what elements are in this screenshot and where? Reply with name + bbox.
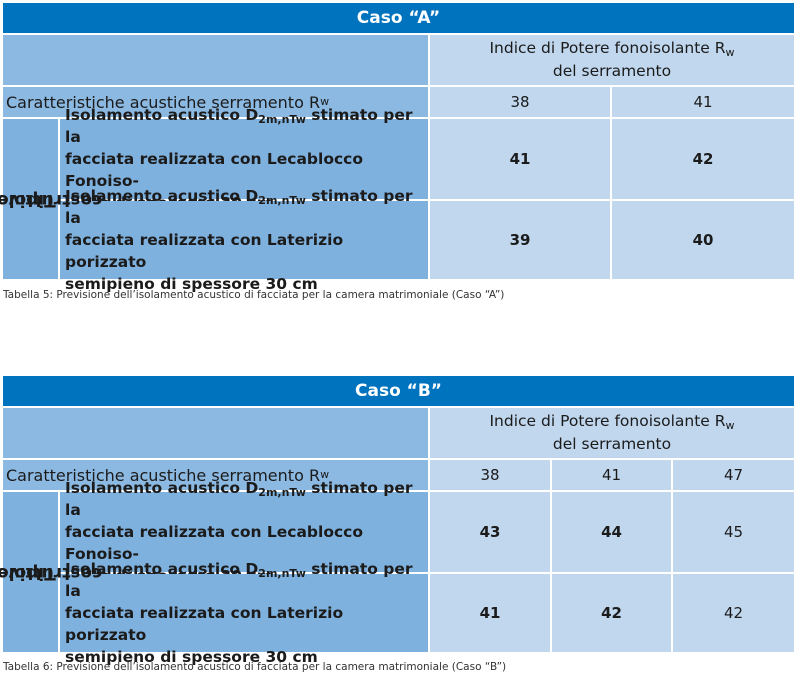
characteristics-text: Caratteristiche acustiche serramento R — [6, 465, 321, 485]
indice-label: Indice di Potere fonoisolante R — [489, 39, 726, 57]
desc-text: facciata realizzata con Laterizio porizz… — [65, 231, 344, 271]
desc-text: Isolamento acustico D — [65, 560, 259, 578]
empty-header-cell — [3, 35, 430, 87]
rw-value: 41 — [612, 87, 794, 119]
row-description: Isolamento acustico D2m,nTw stimato per … — [60, 187, 430, 293]
table-caso-a: Caso “A” Indice di Potere fonoisolante R… — [0, 3, 794, 293]
characteristics-text: Caratteristiche acustiche serramento R — [6, 92, 321, 112]
indice-label-line2: del serramento — [552, 62, 672, 80]
desc-subscript: 2m,nTw — [258, 194, 306, 207]
indice-subscript: w — [725, 46, 735, 59]
desc-text: semipieno di spessore 30 cm — [65, 275, 318, 293]
table-title: Caso “B” — [3, 376, 794, 408]
result-value: 42 — [552, 574, 673, 654]
table-caption: Tabella 5: Previsione dell’isolamento ac… — [3, 289, 505, 301]
desc-text: facciata realizzata con Laterizio porizz… — [65, 604, 344, 644]
row-description: Isolamento acustico D2m,nTw stimato per … — [60, 560, 430, 666]
result-value: 43 — [430, 492, 552, 574]
desc-subscript: 2m,nTw — [258, 486, 306, 499]
empty-header-cell — [3, 408, 430, 460]
desc-text: Isolamento acustico D — [65, 479, 259, 497]
indice-label: Indice di Potere fonoisolante R — [489, 412, 726, 430]
result-value: 41 — [430, 119, 612, 201]
result-value: 41 — [430, 574, 552, 654]
rw-value: 47 — [673, 460, 794, 492]
desc-text: stimato per la — [65, 106, 413, 146]
desc-subscript: 2m,nTw — [258, 113, 306, 126]
desc-text: stimato per la — [65, 187, 413, 227]
indice-header: Indice di Potere fonoisolante Rw del ser… — [430, 408, 794, 460]
table-title: Caso “A” — [3, 3, 794, 35]
desc-subscript: 2m,nTw — [258, 567, 306, 580]
row-description: Isolamento acustico D2m,nTw stimato per … — [60, 479, 430, 585]
rw-value: 38 — [430, 87, 612, 119]
vertical-label-line2: costruttive — [0, 189, 103, 210]
rw-value: 38 — [430, 460, 552, 492]
desc-text: facciata realizzata con Lecablocco Fonoi… — [65, 150, 364, 190]
tipologie-vertical-label: Tipologiecostruttive — [0, 492, 102, 654]
result-value: 44 — [552, 492, 673, 574]
desc-text: stimato per la — [65, 479, 413, 519]
table-caption: Tabella 6: Previsione dell’isolamento ac… — [3, 661, 507, 673]
vertical-label-line2: costruttive — [0, 562, 103, 583]
result-value: 39 — [430, 201, 612, 281]
result-value: 40 — [612, 201, 794, 281]
desc-text: semipieno di spessore 30 cm — [65, 648, 318, 666]
rw-value: 41 — [552, 460, 673, 492]
indice-subscript: w — [725, 419, 735, 432]
desc-text: facciata realizzata con Lecablocco Fonoi… — [65, 523, 364, 563]
desc-text: stimato per la — [65, 560, 413, 600]
desc-text: Isolamento acustico D — [65, 187, 259, 205]
indice-label-line2: del serramento — [552, 435, 672, 453]
table-caso-b: Caso “B” Indice di Potere fonoisolante R… — [0, 376, 794, 666]
result-value: 45 — [673, 492, 794, 574]
desc-text: Isolamento acustico D — [65, 106, 259, 124]
indice-header: Indice di Potere fonoisolante Rw del ser… — [430, 35, 794, 87]
result-value: 42 — [612, 119, 794, 201]
tipologie-vertical-label: Tipologiecostruttive — [0, 119, 102, 281]
result-value: 42 — [673, 574, 794, 654]
